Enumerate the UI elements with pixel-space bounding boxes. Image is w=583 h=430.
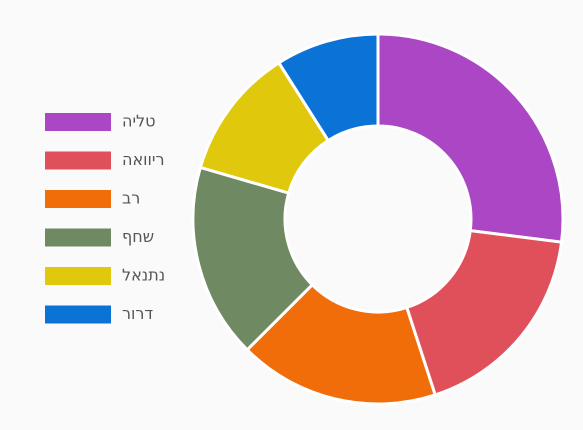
donut-segment [191, 165, 315, 352]
legend-label: טליה [122, 112, 156, 131]
legend-label: רב [122, 189, 140, 208]
legend-swatch [45, 305, 111, 324]
legend-swatch [45, 151, 111, 170]
legend-swatch [45, 190, 111, 208]
legend-swatch [45, 113, 111, 131]
legend-label: נתנאל [122, 266, 165, 285]
legend-label: שחף [122, 227, 154, 246]
donut-segment [404, 228, 564, 397]
donut-segment [276, 32, 380, 143]
legend-label: ריוואה [122, 150, 164, 169]
donut-segment [245, 282, 438, 406]
donut-segment [376, 32, 565, 244]
legend-label: דרור [122, 304, 153, 323]
legend-swatch [45, 228, 111, 247]
legend-swatch [45, 267, 111, 285]
